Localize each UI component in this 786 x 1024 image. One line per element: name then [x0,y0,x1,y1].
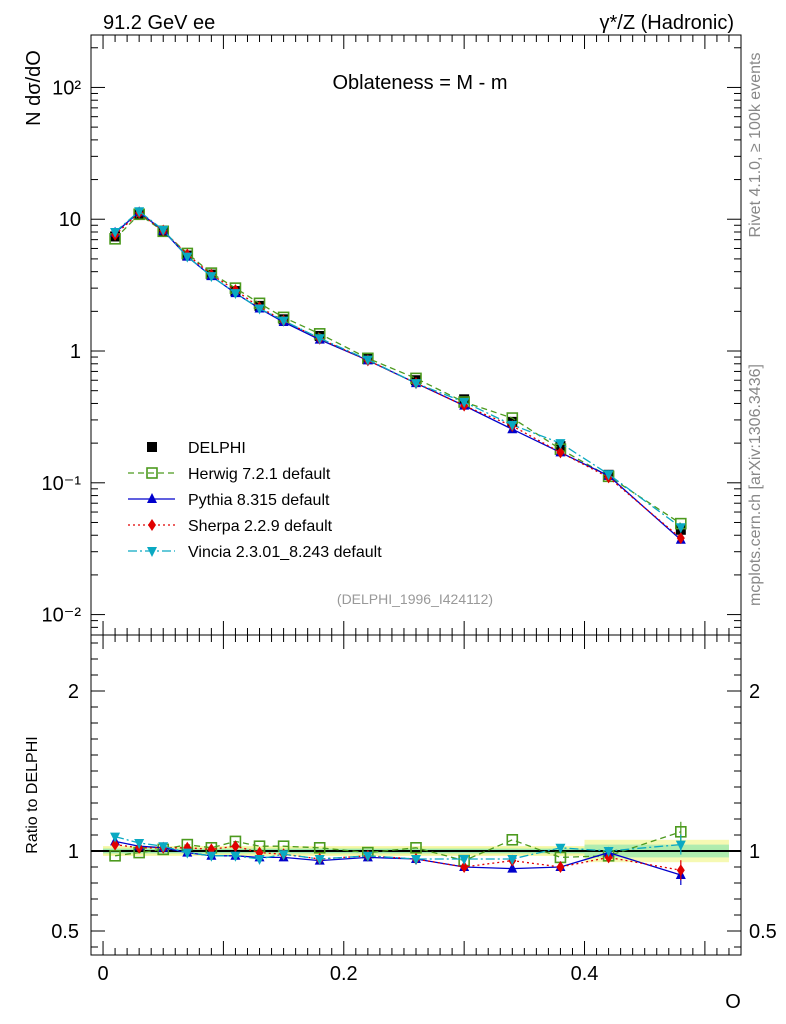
ratio-point [158,842,169,853]
ratio-point [134,839,145,849]
data-point [230,289,241,300]
analysis-tag: (DELPHI_1996_I424112) [337,591,493,607]
ratio-line [114,831,682,862]
legend-marker [148,519,156,531]
ratio-point [556,861,565,873]
ratio-tick-label-left: 2 [68,681,79,703]
data-point [254,304,265,315]
legend-item: Sherpa 2.2.9 default [128,518,333,535]
ratio-point [603,847,614,857]
ratio-point [231,840,240,853]
ratio-tick-label-left: 0.5 [51,921,79,943]
legend-label: Vincia 2.3.01_8.243 default [188,544,382,561]
ratio-tick-label-right: 2 [749,681,760,703]
ratio-line [114,843,681,871]
data-point [676,532,685,545]
rivet-version-label: Rivet 4.1.0, ≥ 100k events [747,53,764,238]
y-tick-label: 10⁻¹ [42,473,82,495]
ratio-point [507,862,518,873]
ratio-point [362,851,373,862]
main-series-layer [109,206,687,545]
ratio-point [278,850,289,861]
ratio-point [182,848,193,859]
ratio-line [114,835,681,860]
legend: DELPHI Herwig 7.2.1 default Pythia 8.315 d… [128,440,382,561]
series-line [114,213,682,525]
series-line [114,210,682,528]
y-tick-label: 10 [59,209,81,231]
legend-marker [147,547,157,557]
data-point [603,470,614,481]
ratio-point [313,841,326,854]
series-line [114,211,682,539]
ratio-point [109,849,121,862]
ratio-point [411,855,421,865]
data-point [278,316,289,327]
x-tick-label: 0.2 [330,963,358,985]
y-tick-label: 10² [52,77,81,99]
series-line [114,211,682,541]
legend-item: Vincia 2.3.01_8.243 default [128,544,382,561]
x-tick-label: 0.4 [571,963,599,985]
x-tick-label: 0 [97,963,108,985]
legend-label: Herwig 7.2.1 default [188,466,331,483]
ratio-point [230,851,241,862]
y-tick-label: 1 [70,341,81,363]
data-point [459,398,470,409]
ratio-point [314,855,325,865]
series-4 [110,207,686,534]
data-point [556,446,565,459]
data-point [134,207,145,218]
data-point [675,523,686,534]
ratio-point [410,841,422,854]
data-point [158,225,169,236]
ratio-point [460,861,469,873]
ratio-tick-label-right: 0.5 [749,921,777,943]
ratio-series-3 [110,832,686,865]
ratio-series-layer [109,821,687,885]
ratio-point [555,843,566,854]
ratio-point [111,838,120,851]
legend-label: Pythia 8.315 default [188,492,330,509]
data-point [411,379,421,390]
ratio-line [114,840,682,876]
mcplots-source-label: mcplots.cern.ch [arXiv:1306.3436] [747,364,764,606]
legend-label: DELPHI [188,440,246,457]
legend-label: Sherpa 2.2.9 default [188,518,333,535]
ratio-point [254,855,265,865]
data-point [110,228,121,239]
y-axis-title: N dσ/dO [23,50,45,126]
data-point [555,439,566,450]
y-tick-label: 10⁻² [42,605,82,627]
x-axis-title: O [725,991,741,1013]
legend-marker [147,493,157,503]
ratio-tick-label-right: 1 [749,841,760,863]
data-point [507,420,518,431]
ratio-axis-title: Ratio to DELPHI [24,736,41,853]
data-point [206,272,217,283]
data-point [182,252,193,263]
ratio-point [110,832,121,843]
ratio-plot-frame [90,634,742,956]
main-axis-ticks: 10⁻² 10⁻¹ 1 10 10² 0 0.2 0.4 [42,35,741,985]
data-point [362,355,373,366]
series-0 [110,208,686,535]
legend-item: Pythia 8.315 default [128,492,330,509]
legend-marker [146,467,158,479]
ratio-point [206,851,217,862]
ratio-axis-ticks: 0.5 0.5 1 1 2 2 [51,642,777,948]
data-point [314,334,325,345]
ratio-point [459,855,470,865]
ratio-point [507,855,518,865]
ratio-point [506,833,519,846]
chart-title: Oblateness = M - m [332,72,507,94]
ratio-tick-label-left: 1 [68,841,79,863]
legend-item: DELPHI [147,440,246,457]
ratio-point [604,851,613,864]
legend-item: Herwig 7.2.1 default [128,466,331,483]
header-energy-label: 91.2 GeV ee [103,12,215,34]
header-process-label: γ*/Z (Hadronic) [600,12,734,34]
legend-marker [147,442,157,452]
